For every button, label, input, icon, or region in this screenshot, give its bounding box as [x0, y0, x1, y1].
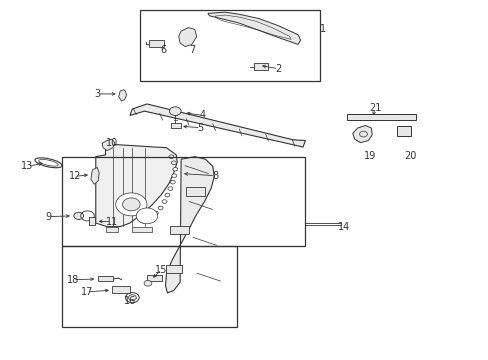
Bar	[166, 265, 182, 273]
Bar	[140, 10, 320, 81]
Text: 13: 13	[21, 161, 34, 171]
Circle shape	[128, 295, 136, 301]
Text: 10: 10	[105, 139, 118, 148]
Circle shape	[153, 211, 158, 215]
Bar	[171, 123, 181, 129]
Polygon shape	[119, 90, 126, 101]
Text: 8: 8	[212, 171, 218, 181]
Polygon shape	[207, 12, 300, 44]
Text: 9: 9	[45, 212, 51, 221]
Text: 1: 1	[319, 24, 325, 35]
Circle shape	[147, 216, 152, 220]
Bar	[149, 40, 163, 47]
Polygon shape	[130, 104, 305, 147]
Polygon shape	[105, 226, 118, 232]
Text: 18: 18	[66, 275, 79, 285]
Bar	[396, 126, 410, 136]
Circle shape	[158, 206, 163, 210]
Circle shape	[122, 198, 140, 211]
Text: 4: 4	[200, 111, 206, 121]
Polygon shape	[91, 167, 99, 184]
Text: 20: 20	[403, 150, 416, 161]
Bar	[89, 217, 95, 225]
Text: 14: 14	[338, 222, 350, 232]
Text: 6: 6	[160, 45, 166, 55]
Circle shape	[172, 167, 177, 171]
Bar	[170, 226, 188, 234]
Bar	[185, 187, 205, 196]
Bar	[254, 63, 267, 69]
Polygon shape	[352, 126, 371, 143]
Bar	[112, 286, 130, 293]
Text: 2: 2	[275, 64, 281, 74]
Polygon shape	[102, 139, 115, 150]
Polygon shape	[178, 28, 196, 46]
Bar	[346, 114, 415, 120]
Text: 16: 16	[123, 296, 136, 306]
Circle shape	[144, 280, 152, 286]
Circle shape	[167, 187, 172, 190]
Circle shape	[136, 208, 158, 224]
Text: 11: 11	[105, 217, 118, 226]
Text: 19: 19	[364, 150, 376, 161]
Polygon shape	[132, 226, 152, 232]
Circle shape	[116, 193, 147, 216]
Circle shape	[141, 220, 145, 223]
Circle shape	[168, 155, 173, 158]
Circle shape	[169, 107, 181, 116]
Circle shape	[171, 174, 176, 177]
Circle shape	[162, 200, 166, 203]
Text: 21: 21	[368, 103, 381, 113]
Bar	[98, 276, 113, 281]
Polygon shape	[165, 157, 214, 293]
Bar	[61, 246, 237, 327]
Bar	[147, 275, 161, 281]
Circle shape	[170, 180, 175, 184]
Circle shape	[74, 212, 83, 220]
Text: 17: 17	[81, 287, 94, 297]
Text: 12: 12	[68, 171, 81, 181]
Text: 5: 5	[197, 123, 203, 132]
Polygon shape	[96, 144, 177, 226]
Bar	[61, 157, 305, 246]
Text: 7: 7	[189, 45, 195, 55]
Text: 15: 15	[155, 265, 167, 275]
Text: 3: 3	[94, 89, 100, 99]
Circle shape	[171, 161, 176, 165]
Circle shape	[164, 193, 169, 197]
